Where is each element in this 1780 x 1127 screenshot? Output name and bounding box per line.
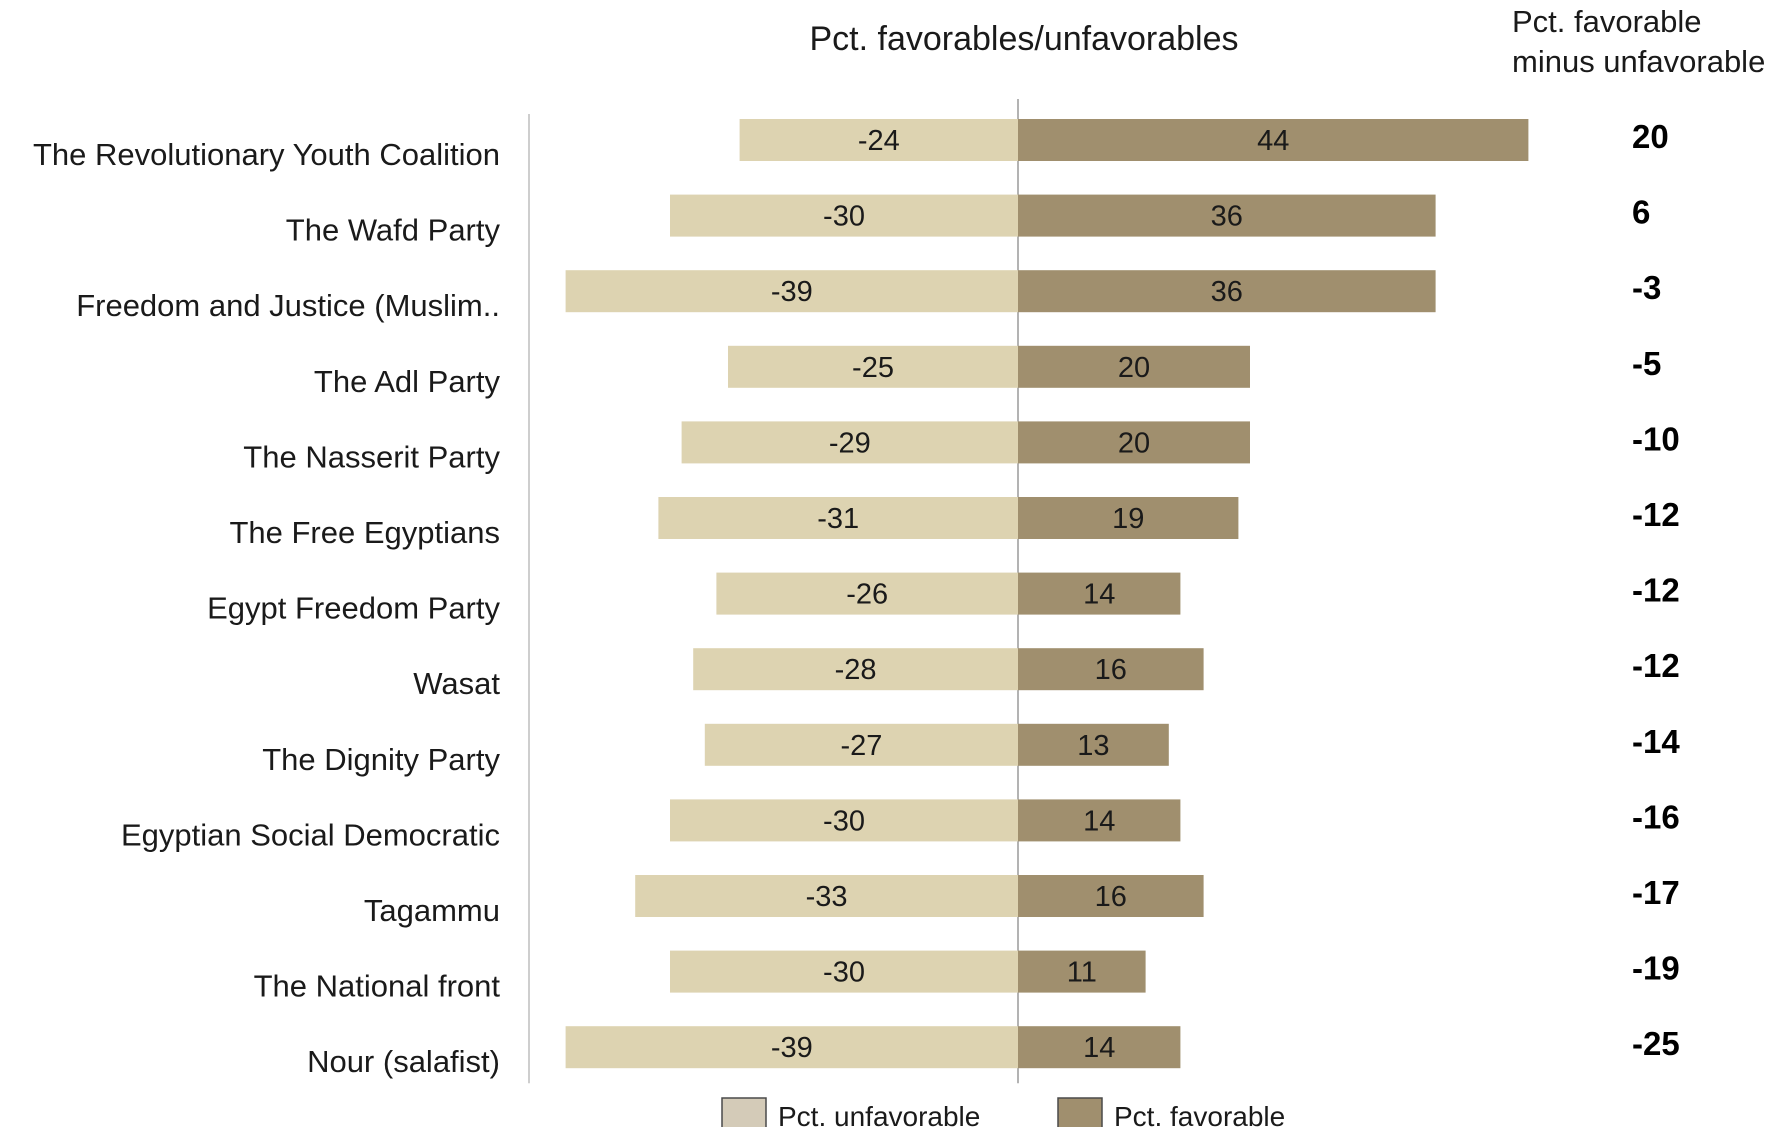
category-label: The Nasserit Party — [243, 439, 500, 474]
favorable-value-label: 14 — [1083, 1032, 1115, 1064]
category-label: The National front — [254, 969, 501, 1004]
unfavorable-value-label: -31 — [817, 503, 859, 535]
net-value-label: -25 — [1632, 1025, 1680, 1062]
net-value-label: -10 — [1632, 420, 1680, 457]
favorable-bar — [1018, 119, 1529, 161]
favorable-value-label: 20 — [1118, 427, 1150, 459]
unfavorable-bar — [693, 648, 1018, 691]
category-label: The Revolutionary Youth Coalition — [33, 137, 500, 172]
net-value-label: -3 — [1632, 269, 1661, 306]
unfavorable-value-label: -30 — [823, 957, 865, 989]
legend-label-unfavorable: Pct. unfavorable — [778, 1101, 980, 1127]
unfavorable-bar — [716, 572, 1018, 615]
category-label: Wasat — [413, 666, 500, 701]
unfavorable-value-label: -39 — [771, 276, 813, 308]
net-value-label: -16 — [1632, 798, 1680, 835]
unfavorable-value-label: -28 — [835, 654, 877, 686]
unfavorable-bar — [635, 875, 1018, 917]
net-value-label: 6 — [1632, 194, 1650, 231]
favorable-bar — [1018, 1026, 1181, 1069]
unfavorable-bar — [681, 421, 1018, 464]
unfavorable-value-label: -30 — [823, 201, 865, 233]
unfavorable-value-label: -25 — [852, 352, 894, 384]
category-label: The Free Egyptians — [229, 515, 500, 550]
unfavorable-bar — [565, 270, 1018, 313]
chart-title: Pct. favorables/unfavorables — [809, 20, 1238, 58]
unfavorable-value-label: -39 — [771, 1032, 813, 1064]
unfavorable-bar — [728, 345, 1018, 388]
favorable-bar — [1018, 270, 1436, 313]
net-header-line-2: minus unfavorable — [1512, 44, 1765, 79]
category-label: Egyptian Social Democratic — [121, 817, 500, 852]
favorable-bar — [1018, 648, 1204, 691]
legend-swatch-favorable — [1057, 1097, 1103, 1127]
unfavorable-value-label: -27 — [840, 730, 882, 762]
favorable-bar — [1018, 497, 1239, 539]
net-value-label: -17 — [1632, 874, 1680, 911]
favorable-value-label: 13 — [1077, 730, 1109, 762]
net-value-label: -12 — [1632, 496, 1680, 533]
favorable-value-label: 11 — [1067, 957, 1097, 989]
unfavorable-bar — [670, 194, 1018, 237]
unfavorable-bar — [704, 723, 1018, 766]
favorable-bar — [1018, 572, 1181, 615]
favorable-value-label: 20 — [1118, 352, 1150, 384]
favorable-bar — [1018, 875, 1204, 917]
favorable-value-label: 16 — [1095, 654, 1127, 686]
favorable-value-label: 16 — [1095, 881, 1127, 913]
net-value-label: -5 — [1632, 345, 1661, 382]
unfavorable-bar — [658, 497, 1018, 539]
unfavorable-value-label: -33 — [806, 881, 848, 913]
favorable-value-label: 36 — [1211, 201, 1243, 233]
favorable-bar — [1018, 421, 1250, 464]
unfavorable-bar — [739, 119, 1018, 161]
unfavorable-value-label: -24 — [858, 125, 900, 157]
category-label: Tagammu — [364, 893, 500, 928]
net-value-label: -12 — [1632, 572, 1680, 609]
unfavorable-bar — [670, 950, 1018, 993]
favorable-bar — [1018, 723, 1169, 766]
favorable-value-label: 19 — [1112, 503, 1144, 535]
legend-label-favorable: Pct. favorable — [1114, 1101, 1285, 1127]
net-header-line-1: Pct. favorable — [1512, 4, 1702, 39]
net-value-label: -19 — [1632, 950, 1680, 987]
unfavorable-value-label: -29 — [829, 427, 871, 459]
favorable-value-label: 36 — [1211, 276, 1243, 308]
category-label: Freedom and Justice (Muslim.. — [76, 288, 500, 323]
category-label: The Wafd Party — [286, 213, 501, 248]
category-label: Egypt Freedom Party — [207, 591, 500, 626]
unfavorable-bar — [565, 1026, 1018, 1069]
legend-swatch-unfavorable — [721, 1097, 767, 1127]
unfavorable-value-label: -30 — [823, 805, 865, 837]
net-value-label: -12 — [1632, 647, 1680, 684]
favorable-value-label: 14 — [1083, 579, 1115, 611]
favorable-bar — [1018, 194, 1436, 237]
favorable-value-label: 14 — [1083, 805, 1115, 837]
net-value-label: -14 — [1632, 723, 1680, 760]
favorable-bar — [1018, 345, 1250, 388]
favorable-bar — [1018, 950, 1146, 993]
favorable-value-label: 44 — [1257, 125, 1289, 157]
unfavorable-bar — [670, 799, 1018, 842]
unfavorable-value-label: -26 — [846, 579, 888, 611]
category-label: Nour (salafist) — [307, 1044, 500, 1079]
favorable-bar — [1018, 799, 1181, 842]
category-label: The Dignity Party — [262, 742, 500, 777]
category-label: The Adl Party — [314, 364, 501, 399]
net-value-label: 20 — [1632, 118, 1669, 155]
